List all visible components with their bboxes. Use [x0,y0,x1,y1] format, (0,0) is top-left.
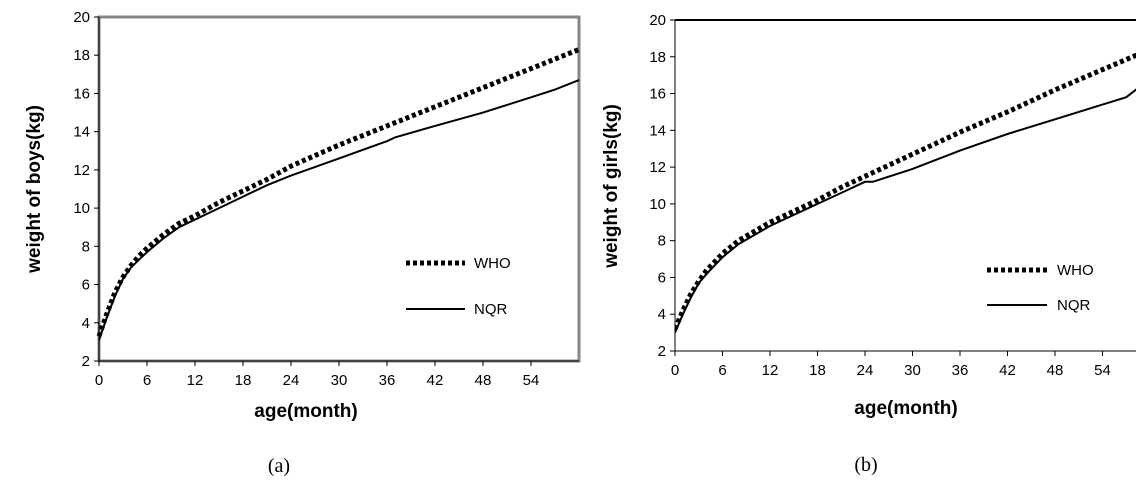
series-lines-b [675,52,1136,333]
legend-nqr-label-b: NQR [1057,297,1091,314]
x-tick-label-b: 0 [671,362,679,379]
y-tick-label-b: 6 [658,269,666,286]
x-tick-label-b: 54 [1094,362,1111,379]
y-tick-label-b: 8 [658,233,666,250]
x-tick-label-b: 36 [952,362,969,379]
x-tick-labels-b: 0 6 12 18 24 30 36 42 48 54 [671,351,1111,379]
panel-caption-a: (a) [268,455,290,477]
y-axis-title-b: weight of girls(kg) [601,104,622,269]
y-tick-label-a: 18 [73,47,90,64]
y-tick-label-b: 2 [658,343,666,360]
x-tick-label-b: 48 [1047,362,1064,379]
x-tick-label-b: 42 [999,362,1016,379]
x-tick-label-a: 24 [283,372,300,389]
legend-who-label-b: WHO [1057,262,1094,279]
legend-who-label-a: WHO [474,255,511,272]
y-tick-label-b: 16 [649,86,666,103]
series-lines-a [96,47,580,341]
legend-nqr-label-a: NQR [474,301,508,318]
x-tick-labels-a: 0 6 12 18 24 30 36 42 48 54 [95,361,540,389]
y-tick-label-a: 6 [82,277,90,294]
x-tick-label-a: 0 [95,372,103,389]
series-line-nqr-a [98,79,580,341]
x-tick-label-a: 36 [379,372,396,389]
x-tick-label-b: 18 [809,362,826,379]
x-tick-label-a: 12 [187,372,204,389]
x-axis-title-b: age(month) [854,398,957,419]
y-axis-title-a: weight of boys(kg) [24,105,45,274]
x-axis-title-a: age(month) [254,401,357,422]
y-tick-label-b: 18 [649,49,666,66]
series-line-who-a [96,47,580,338]
y-tick-label-a: 16 [73,85,90,102]
x-tick-label-a: 54 [523,372,540,389]
legend-b: WHO NQR [987,262,1094,314]
x-tick-label-a: 30 [331,372,348,389]
y-tick-label-a: 2 [82,353,90,370]
x-tick-label-a: 18 [235,372,252,389]
y-tick-label-a: 14 [73,124,90,141]
y-tick-label-a: 10 [73,200,90,217]
y-tick-label-a: 8 [82,238,90,255]
y-tick-label-b: 10 [649,196,666,213]
x-tick-label-b: 6 [718,362,726,379]
legend-a: WHO NQR [406,255,511,318]
y-tick-label-b: 12 [649,159,666,176]
y-tick-label-a: 12 [73,162,90,179]
x-tick-label-a: 6 [143,372,151,389]
y-tick-label-b: 20 [649,12,666,29]
y-tick-labels-a: 2 4 6 8 10 12 14 16 18 20 [73,9,99,370]
x-tick-label-b: 24 [857,362,874,379]
x-tick-label-b: 30 [904,362,921,379]
y-tick-labels-b: 2 4 6 8 10 12 14 16 18 20 [649,12,675,360]
x-tick-label-a: 48 [475,372,492,389]
y-tick-label-b: 4 [658,306,666,323]
x-tick-label-a: 42 [427,372,444,389]
series-line-nqr-b [675,88,1136,333]
y-tick-label-b: 14 [649,122,666,139]
y-tick-label-a: 20 [73,9,90,26]
panel-caption-b: (b) [854,454,877,476]
y-tick-label-a: 4 [82,315,90,332]
x-tick-label-b: 12 [762,362,779,379]
series-line-who-b [675,52,1136,330]
